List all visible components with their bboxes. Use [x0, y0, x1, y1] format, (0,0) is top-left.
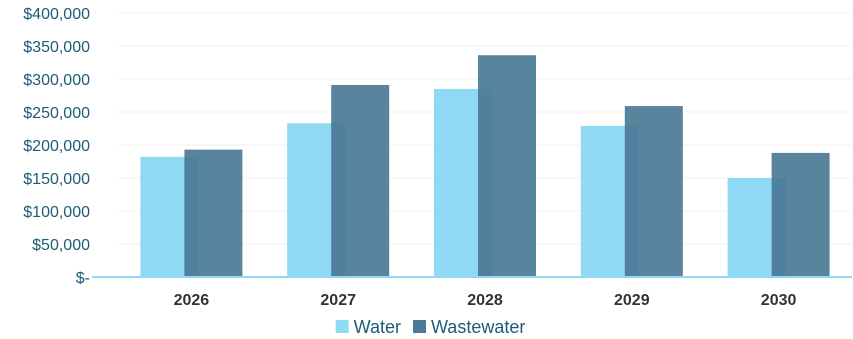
legend: Water Wastewater — [335, 317, 525, 337]
y-tick-label: $50,000 — [32, 237, 90, 254]
bar-wastewater-2027 — [331, 84, 390, 277]
y-axis-tick-labels: $- $50,000 $100,000 $150,000 $200,000 $250,00… — [23, 6, 90, 287]
bar-wastewater-2029 — [624, 106, 683, 277]
bar-wastewater-2026 — [184, 149, 243, 277]
x-axis-tick-labels: 2026 2027 2028 2029 2030 — [174, 292, 797, 309]
legend-swatch-water — [335, 320, 349, 333]
x-tick-label: 2028 — [467, 292, 503, 309]
y-tick-label: $250,000 — [23, 105, 90, 122]
bars — [140, 55, 830, 278]
x-tick-label: 2029 — [614, 292, 650, 309]
bar-wastewater-2030 — [771, 152, 830, 277]
legend-swatch-wastewater — [412, 320, 426, 333]
x-tick-label: 2030 — [761, 292, 797, 309]
bar-wastewater-2028 — [478, 55, 536, 277]
x-tick-label: 2027 — [320, 292, 356, 309]
y-tick-label: $400,000 — [23, 6, 90, 23]
x-tick-label: 2026 — [174, 292, 210, 309]
y-tick-label: $- — [76, 270, 90, 287]
y-tick-label: $100,000 — [23, 204, 90, 221]
y-tick-label: $150,000 — [23, 171, 90, 188]
y-tick-label: $200,000 — [23, 138, 90, 155]
y-tick-label: $350,000 — [23, 39, 90, 56]
y-tick-label: $300,000 — [23, 72, 90, 89]
legend-label-wastewater: Wastewater — [431, 317, 525, 337]
legend-label-water: Water — [354, 317, 401, 337]
